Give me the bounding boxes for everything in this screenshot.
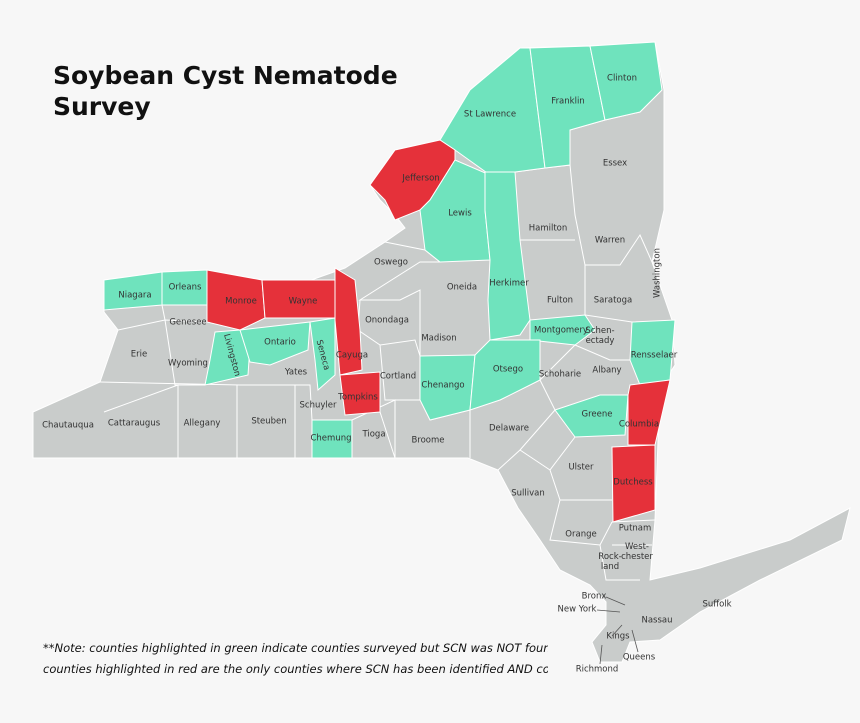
county-label: Cortland [380,372,416,382]
county-label: Allegany [184,419,221,429]
title-line: Soybean Cyst Nematode [53,61,398,90]
county-label: Onondaga [365,316,409,326]
county-label: Chenango [421,381,464,391]
county-label-line: chester [621,552,653,562]
county [484,171,531,341]
county-label: Tompkins [337,393,378,403]
county [529,314,596,346]
county-label-line: West- [625,542,649,552]
county-label: Schuyler [300,401,337,411]
county-label: Albany [592,366,621,376]
county-label: Dutchess [613,478,653,488]
county-label: Broome [411,436,444,446]
county-labels: St Lawrence Franklin Clinton Essex Jefferson… [42,74,732,675]
county-label: Suffolk [702,600,731,610]
county-label: Tioga [361,430,385,440]
county-label: Columbia [619,420,659,430]
county-label: Ontario [264,338,296,348]
county-label: Niagara [118,291,151,301]
county-label: Yates [284,368,308,378]
county [334,267,363,376]
county-label: Schen-ectady [585,326,614,346]
county-label-line: land [601,562,619,572]
county-label: Fulton [547,296,573,306]
county-label: Sullivan [511,489,545,499]
county-label: Wyoming [168,359,208,369]
county-label: Clinton [607,74,637,84]
county-label: Oneida [447,283,477,293]
county-label: Hamilton [529,224,568,234]
county-label: Rock-land [598,552,621,572]
county-label: Orange [565,530,596,540]
county-label: Saratoga [594,296,632,306]
county [554,394,629,438]
county-label: Jefferson [401,174,439,184]
county-label-line: Rock- [598,552,621,562]
county [627,379,671,446]
county-label: Orleans [169,283,202,293]
county-label: West-chester [621,542,653,562]
county-label: Greene [582,410,613,420]
county [419,354,476,421]
county-label: Washington [653,248,663,298]
county-label: Richmond [576,665,619,675]
county [311,419,353,459]
county-label: Cayuga [336,351,368,361]
county-label: Ulster [568,463,594,473]
county-label: Madison [421,334,456,344]
county-label: Bronx [582,592,607,602]
county-label: Steuben [251,417,286,427]
county [589,41,663,121]
county-label: Queens [623,653,656,663]
note-line: **Note: counties highlighted in green in… [43,641,562,655]
county [469,339,541,411]
county-label: Schoharie [539,370,581,380]
county-label: Kings [606,632,630,642]
state-outline [32,41,851,663]
county-label: Franklin [551,97,584,107]
note-line: counties highlighted in red are the only… [43,662,596,676]
county-label: Chautauqua [42,421,94,431]
title-line: Survey [53,92,151,121]
county-label: Oswego [374,258,408,268]
county-label-line: Schen- [585,326,614,336]
county-label: New York [558,605,597,615]
county-label: Cattaraugus [108,419,161,429]
county-label: Chemung [310,434,351,444]
county-label-line: ectady [586,336,615,346]
county-label: Genesee [169,318,206,328]
county-label: Montgomery [534,326,588,336]
county-label: Warren [595,236,625,246]
county-label: Rensselaer [631,351,678,361]
county-label: Erie [131,350,147,360]
county [611,444,656,523]
county-label: Monroe [225,297,257,307]
county-label: Putnam [619,524,652,534]
county-label: Lewis [448,209,472,219]
county-fills [103,41,676,523]
county-label: Otsego [493,365,523,375]
county [309,317,336,392]
county-label: Delaware [489,424,529,434]
county [206,269,266,331]
county-label: Nassau [641,616,672,626]
county-label: Wayne [289,297,318,307]
county [339,371,381,416]
county-label: Herkimer [489,279,529,289]
county-label: St Lawrence [464,110,516,120]
leader-lines [596,596,639,665]
county [239,321,311,366]
county-label: Essex [603,159,627,169]
